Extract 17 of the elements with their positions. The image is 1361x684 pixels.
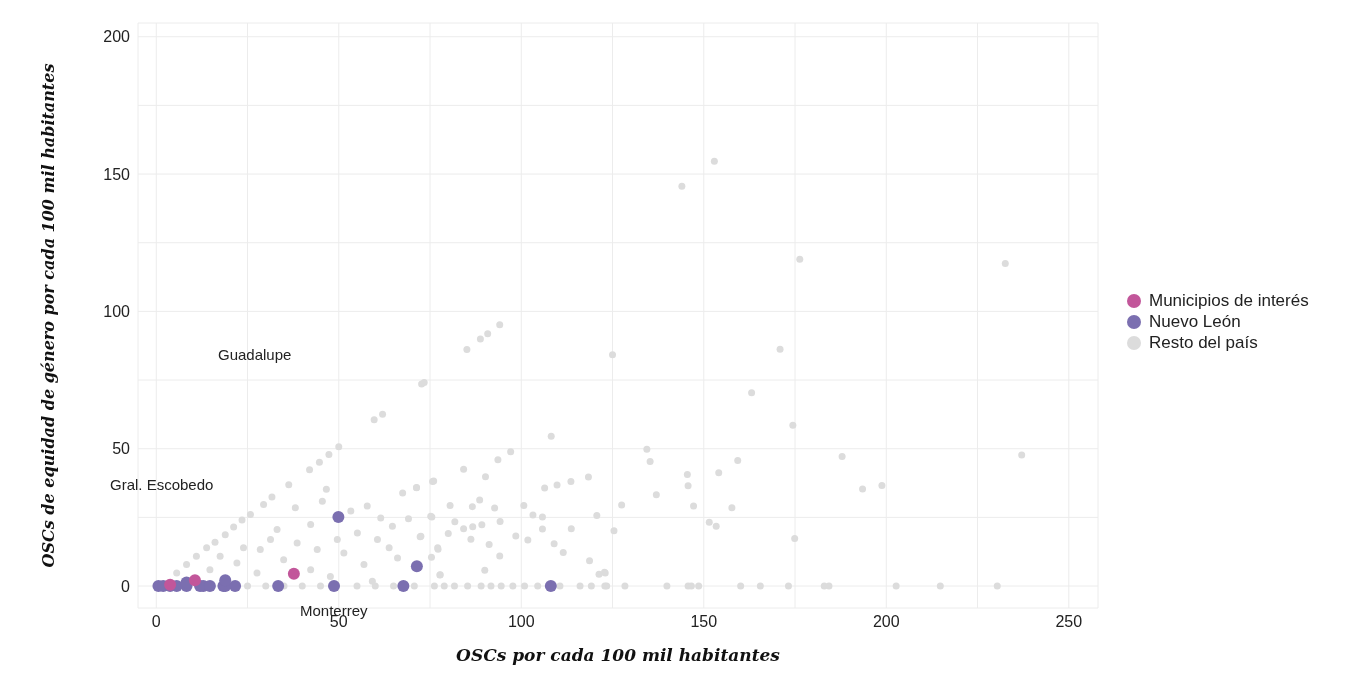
y-tick-label: 200 xyxy=(103,28,131,46)
x-tick-label: 100 xyxy=(507,613,535,631)
y-tick-label: 100 xyxy=(103,303,131,321)
x-tick-label: 250 xyxy=(1055,613,1083,631)
x-tick-label: 0 xyxy=(151,613,161,631)
legend-label: Nuevo León xyxy=(1149,311,1241,332)
y-tick-label: 0 xyxy=(121,577,131,595)
x-tick-label: 200 xyxy=(872,613,900,631)
legend-label: Municipios de interés xyxy=(1149,290,1309,311)
annotation: Guadalupe xyxy=(218,346,292,363)
y-axis-title: OSCs de equidad de género por cada 100 mil habitantes xyxy=(38,63,58,568)
legend-label: Resto del país xyxy=(1149,332,1258,353)
y-tick-label: 150 xyxy=(103,165,131,183)
x-axis-title: OSCs por cada 100 mil habitantes xyxy=(456,645,781,665)
annotation: Gral. Escobedo xyxy=(110,476,214,493)
x-tick-label: 150 xyxy=(690,613,718,631)
y-tick-label: 50 xyxy=(112,440,131,458)
